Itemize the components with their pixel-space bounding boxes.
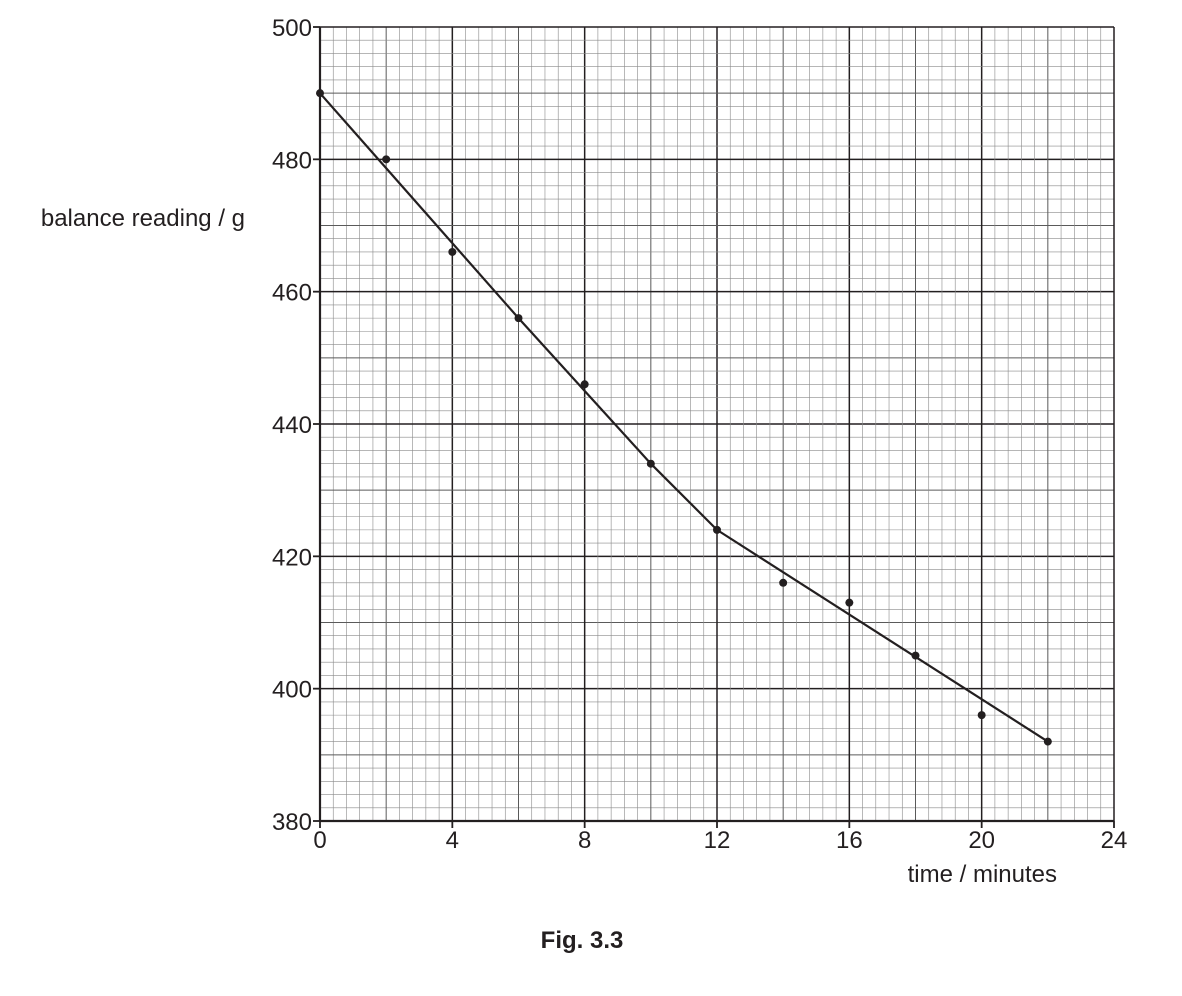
x-tick-labels: 0 4 8 12 16 20 24 <box>313 821 1127 854</box>
data-point <box>646 459 655 468</box>
x-tick-label: 20 <box>968 827 995 854</box>
best-fit-line <box>319 92 1049 743</box>
data-point <box>580 380 589 389</box>
data-points <box>316 89 1052 746</box>
y-tick-label: 380 <box>272 809 312 836</box>
y-tick-label: 460 <box>272 280 312 307</box>
data-point <box>779 578 788 587</box>
data-point <box>911 651 920 660</box>
data-point <box>514 314 523 323</box>
data-point <box>713 525 721 534</box>
y-tick-labels: 380 400 420 440 460 480 500 <box>272 15 320 836</box>
y-tick-label: 400 <box>272 677 312 704</box>
x-tick-label: 12 <box>704 827 731 854</box>
data-point <box>1043 737 1052 746</box>
x-tick-label: 16 <box>836 827 863 854</box>
y-tick-label: 440 <box>272 412 312 439</box>
x-tick-label: 4 <box>446 827 459 854</box>
x-tick-label: 24 <box>1101 827 1128 854</box>
data-point <box>977 711 986 720</box>
y-tick-label: 420 <box>272 544 312 571</box>
figure-caption: Fig. 3.3 <box>541 927 624 954</box>
x-tick-label: 8 <box>578 827 591 854</box>
data-point <box>448 247 457 256</box>
y-tick-label: 480 <box>272 147 312 174</box>
x-axis-label: time / minutes <box>908 861 1057 888</box>
y-axis-label: balance reading / g <box>41 205 245 232</box>
y-tick-label: 500 <box>272 15 312 42</box>
data-point <box>316 89 324 98</box>
data-point <box>845 598 854 607</box>
graph-paper-grid <box>319 26 1115 822</box>
data-point <box>382 155 391 164</box>
x-tick-label: 0 <box>313 827 326 854</box>
